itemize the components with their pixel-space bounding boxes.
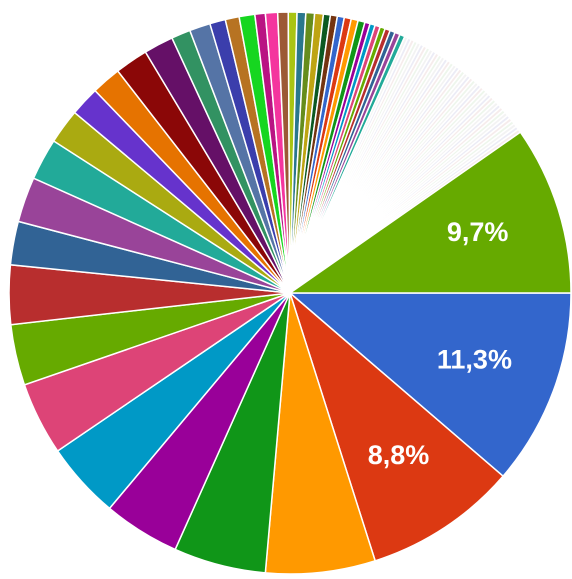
pie-slice [288, 290, 505, 562]
pie-slice [287, 131, 572, 294]
pie-slice [287, 292, 572, 478]
slice-label: 11,3% [437, 344, 512, 374]
slice-label: 9,7% [447, 217, 509, 247]
slice-label: 8,8% [368, 440, 430, 470]
